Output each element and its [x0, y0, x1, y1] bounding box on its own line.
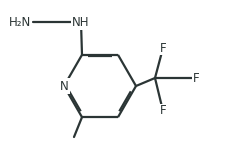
Text: NH: NH	[72, 15, 89, 28]
Text: F: F	[159, 104, 166, 118]
Text: F: F	[192, 72, 199, 84]
Text: H₂N: H₂N	[9, 15, 31, 28]
Text: N: N	[59, 80, 68, 93]
Text: F: F	[159, 42, 166, 55]
